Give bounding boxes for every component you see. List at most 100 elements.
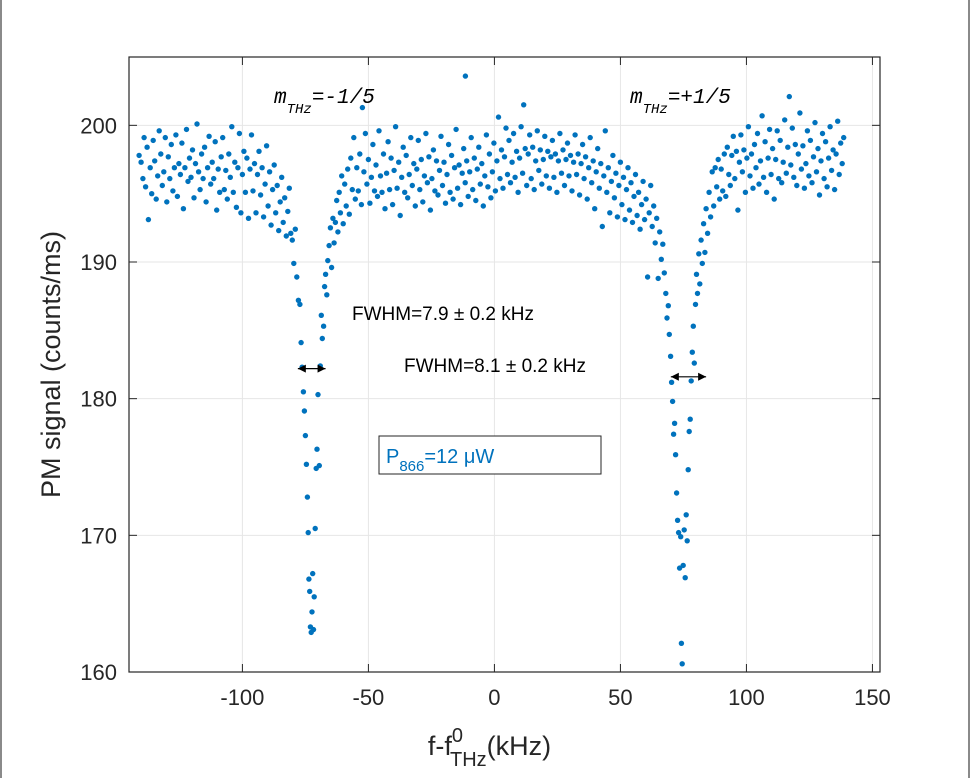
data-point bbox=[598, 160, 604, 167]
data-point bbox=[247, 166, 253, 172]
annotation-fwhm-right: FWHM=8.1 ± 0.2 kHz bbox=[404, 356, 586, 377]
data-point bbox=[189, 147, 196, 153]
data-point bbox=[570, 159, 577, 165]
data-point bbox=[754, 130, 761, 137]
data-point bbox=[724, 144, 730, 150]
data-point bbox=[572, 132, 578, 138]
data-point bbox=[430, 147, 437, 153]
x-tick-label: 0 bbox=[488, 685, 500, 710]
data-point bbox=[402, 189, 408, 195]
data-point bbox=[655, 275, 661, 282]
data-point bbox=[620, 174, 627, 180]
data-point bbox=[300, 389, 307, 395]
axis-ticks: -100 -50 0 50 100 150 160 170 180 190 200 bbox=[80, 57, 891, 710]
data-point bbox=[167, 175, 173, 182]
data-point bbox=[141, 134, 147, 141]
data-point bbox=[289, 237, 295, 243]
x-axis-label-main: f-f bbox=[428, 731, 452, 761]
data-point bbox=[533, 158, 539, 164]
data-point bbox=[316, 462, 322, 469]
axes-box bbox=[128, 56, 881, 673]
data-point bbox=[250, 188, 256, 194]
data-point bbox=[528, 175, 534, 182]
data-point bbox=[168, 141, 174, 148]
data-point bbox=[345, 166, 351, 172]
data-point bbox=[286, 185, 292, 191]
data-point bbox=[459, 170, 465, 176]
data-point bbox=[315, 391, 321, 398]
data-point bbox=[670, 431, 677, 437]
data-point bbox=[488, 195, 494, 201]
data-point bbox=[551, 174, 557, 180]
data-point bbox=[506, 137, 512, 144]
x-tick-label: 50 bbox=[608, 685, 632, 710]
data-point bbox=[576, 192, 583, 198]
data-point bbox=[720, 188, 726, 194]
data-point bbox=[696, 251, 702, 257]
data-point bbox=[214, 207, 220, 213]
data-point bbox=[726, 171, 732, 178]
data-point bbox=[593, 169, 599, 175]
data-point bbox=[558, 170, 565, 176]
data-point bbox=[433, 158, 440, 164]
data-point bbox=[211, 175, 217, 182]
data-point bbox=[804, 128, 811, 134]
data-point bbox=[632, 171, 639, 178]
data-point bbox=[661, 270, 667, 276]
data-point bbox=[159, 182, 165, 189]
data-point bbox=[354, 165, 360, 171]
data-point bbox=[564, 140, 571, 146]
data-point bbox=[706, 189, 712, 195]
data-point bbox=[374, 193, 381, 200]
data-point bbox=[605, 165, 611, 171]
data-point bbox=[489, 169, 496, 175]
data-point bbox=[423, 130, 429, 137]
data-point bbox=[325, 257, 331, 264]
data-point bbox=[631, 193, 637, 200]
data-point bbox=[540, 156, 546, 163]
data-point bbox=[500, 185, 506, 191]
power-tail: =12 μW bbox=[424, 446, 494, 468]
data-point bbox=[765, 155, 771, 161]
data-point bbox=[760, 174, 767, 180]
data-point bbox=[587, 134, 593, 141]
data-point bbox=[179, 140, 185, 146]
data-point bbox=[816, 192, 823, 198]
data-point bbox=[601, 173, 607, 179]
data-point bbox=[721, 151, 727, 157]
data-point bbox=[779, 180, 785, 186]
data-point bbox=[739, 169, 746, 175]
data-point bbox=[171, 165, 178, 171]
data-point bbox=[382, 206, 388, 212]
data-point bbox=[441, 159, 447, 165]
data-point bbox=[294, 274, 300, 280]
data-point bbox=[715, 156, 721, 163]
data-point bbox=[717, 196, 723, 202]
data-point bbox=[474, 166, 480, 172]
data-point bbox=[635, 189, 642, 195]
data-point bbox=[518, 124, 524, 130]
fwhm-arrow-head-right bbox=[317, 364, 326, 373]
data-point bbox=[351, 134, 357, 141]
data-point bbox=[335, 229, 341, 235]
data-point bbox=[439, 182, 446, 189]
data-point bbox=[654, 215, 660, 221]
data-point bbox=[397, 212, 403, 219]
data-point bbox=[450, 196, 456, 202]
data-point bbox=[745, 124, 752, 130]
data-point bbox=[567, 152, 574, 159]
data-point bbox=[420, 199, 426, 205]
data-point bbox=[718, 166, 724, 172]
x-axis-label-sub: THz bbox=[450, 749, 487, 771]
data-point bbox=[386, 186, 393, 193]
data-point bbox=[161, 169, 167, 175]
data-point bbox=[689, 349, 695, 355]
data-point bbox=[253, 210, 259, 216]
data-point bbox=[698, 237, 704, 243]
data-point bbox=[813, 169, 820, 175]
data-point bbox=[391, 167, 397, 174]
data-point bbox=[337, 210, 344, 216]
data-point bbox=[616, 182, 622, 189]
data-point bbox=[476, 144, 482, 150]
